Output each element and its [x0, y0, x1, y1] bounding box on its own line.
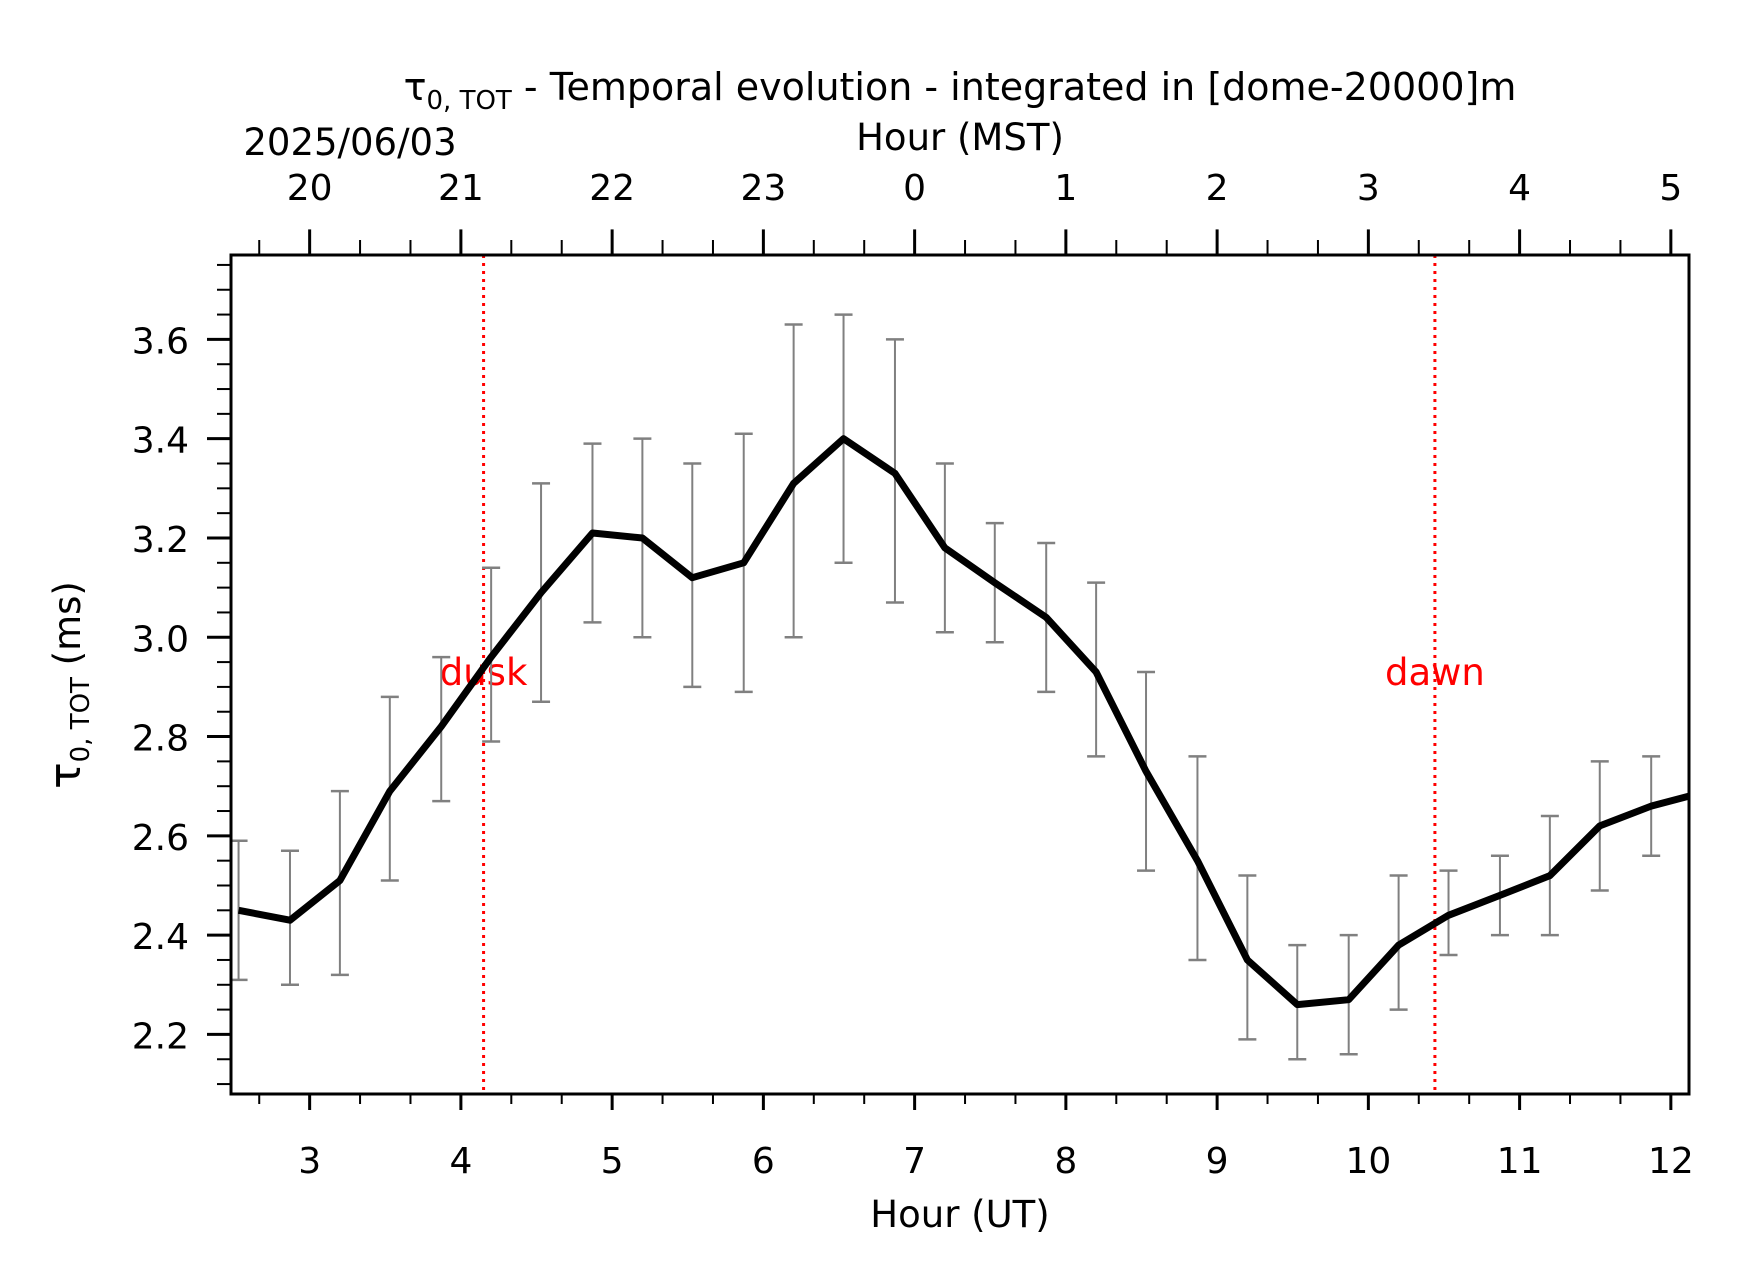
axis-ticks — [207, 229, 1673, 1110]
x2-tick-label: 23 — [740, 168, 786, 209]
x-tick-label: 4 — [449, 1141, 472, 1182]
x-tick-label: 6 — [752, 1141, 775, 1182]
annotation-label-dawn: dawn — [1385, 651, 1485, 694]
x2-tick-label: 22 — [589, 168, 635, 209]
x2-tick-label: 4 — [1508, 168, 1531, 209]
y-axis-title: τ0, TOT (ms) — [40, 581, 96, 789]
ylabel-rest: (ms) — [46, 581, 89, 677]
title-rest: - Temporal evolution - integrated in [do… — [512, 65, 1517, 109]
x2-tick-label: 3 — [1357, 168, 1380, 209]
x2-tick-label: 20 — [287, 168, 333, 209]
series-line — [237, 435, 1690, 1009]
y-tick-label: 3.4 — [132, 421, 189, 462]
date-label: 2025/06/03 — [243, 121, 456, 164]
y-tick-label: 2.4 — [132, 917, 189, 958]
y-tick-label: 2.2 — [132, 1016, 189, 1057]
x-tick-label: 12 — [1648, 1141, 1694, 1182]
x-tick-label: 11 — [1497, 1141, 1543, 1182]
x-tick-label: 8 — [1054, 1141, 1077, 1182]
ylabel-subscript: 0, TOT — [66, 677, 96, 762]
x-tick-label: 9 — [1206, 1141, 1229, 1182]
ylabel-symbol: τ — [40, 762, 91, 789]
x2-tick-label: 21 — [438, 168, 484, 209]
x-tick-label: 5 — [601, 1141, 624, 1182]
x2-tick-label: 5 — [1659, 168, 1682, 209]
x-tick-label: 7 — [903, 1141, 926, 1182]
y-tick-label: 3.2 — [132, 520, 189, 561]
y-tick-label: 3.0 — [132, 619, 189, 660]
plot-marks: dusk dawn — [229, 255, 1690, 1094]
x2-tick-label: 1 — [1054, 168, 1077, 209]
y-tick-label: 2.6 — [132, 818, 189, 859]
x2-axis-title: Hour (MST) — [856, 116, 1064, 159]
title-symbol: τ — [404, 65, 427, 109]
plot-frame — [229, 253, 1691, 1096]
x-tick-label: 10 — [1345, 1141, 1391, 1182]
x2-tick-label: 2 — [1206, 168, 1229, 209]
y-tick-label: 3.6 — [132, 321, 189, 362]
title-subscript: 0, TOT — [427, 86, 512, 116]
x-axis-title: Hour (UT) — [870, 1193, 1049, 1236]
y-tick-label: 2.8 — [132, 719, 189, 760]
x2-tick-label: 0 — [903, 168, 926, 209]
x-tick-label: 3 — [298, 1141, 321, 1182]
chart-title: τ0, TOT - Temporal evolution - integrate… — [404, 65, 1517, 116]
error-bar — [229, 839, 248, 982]
